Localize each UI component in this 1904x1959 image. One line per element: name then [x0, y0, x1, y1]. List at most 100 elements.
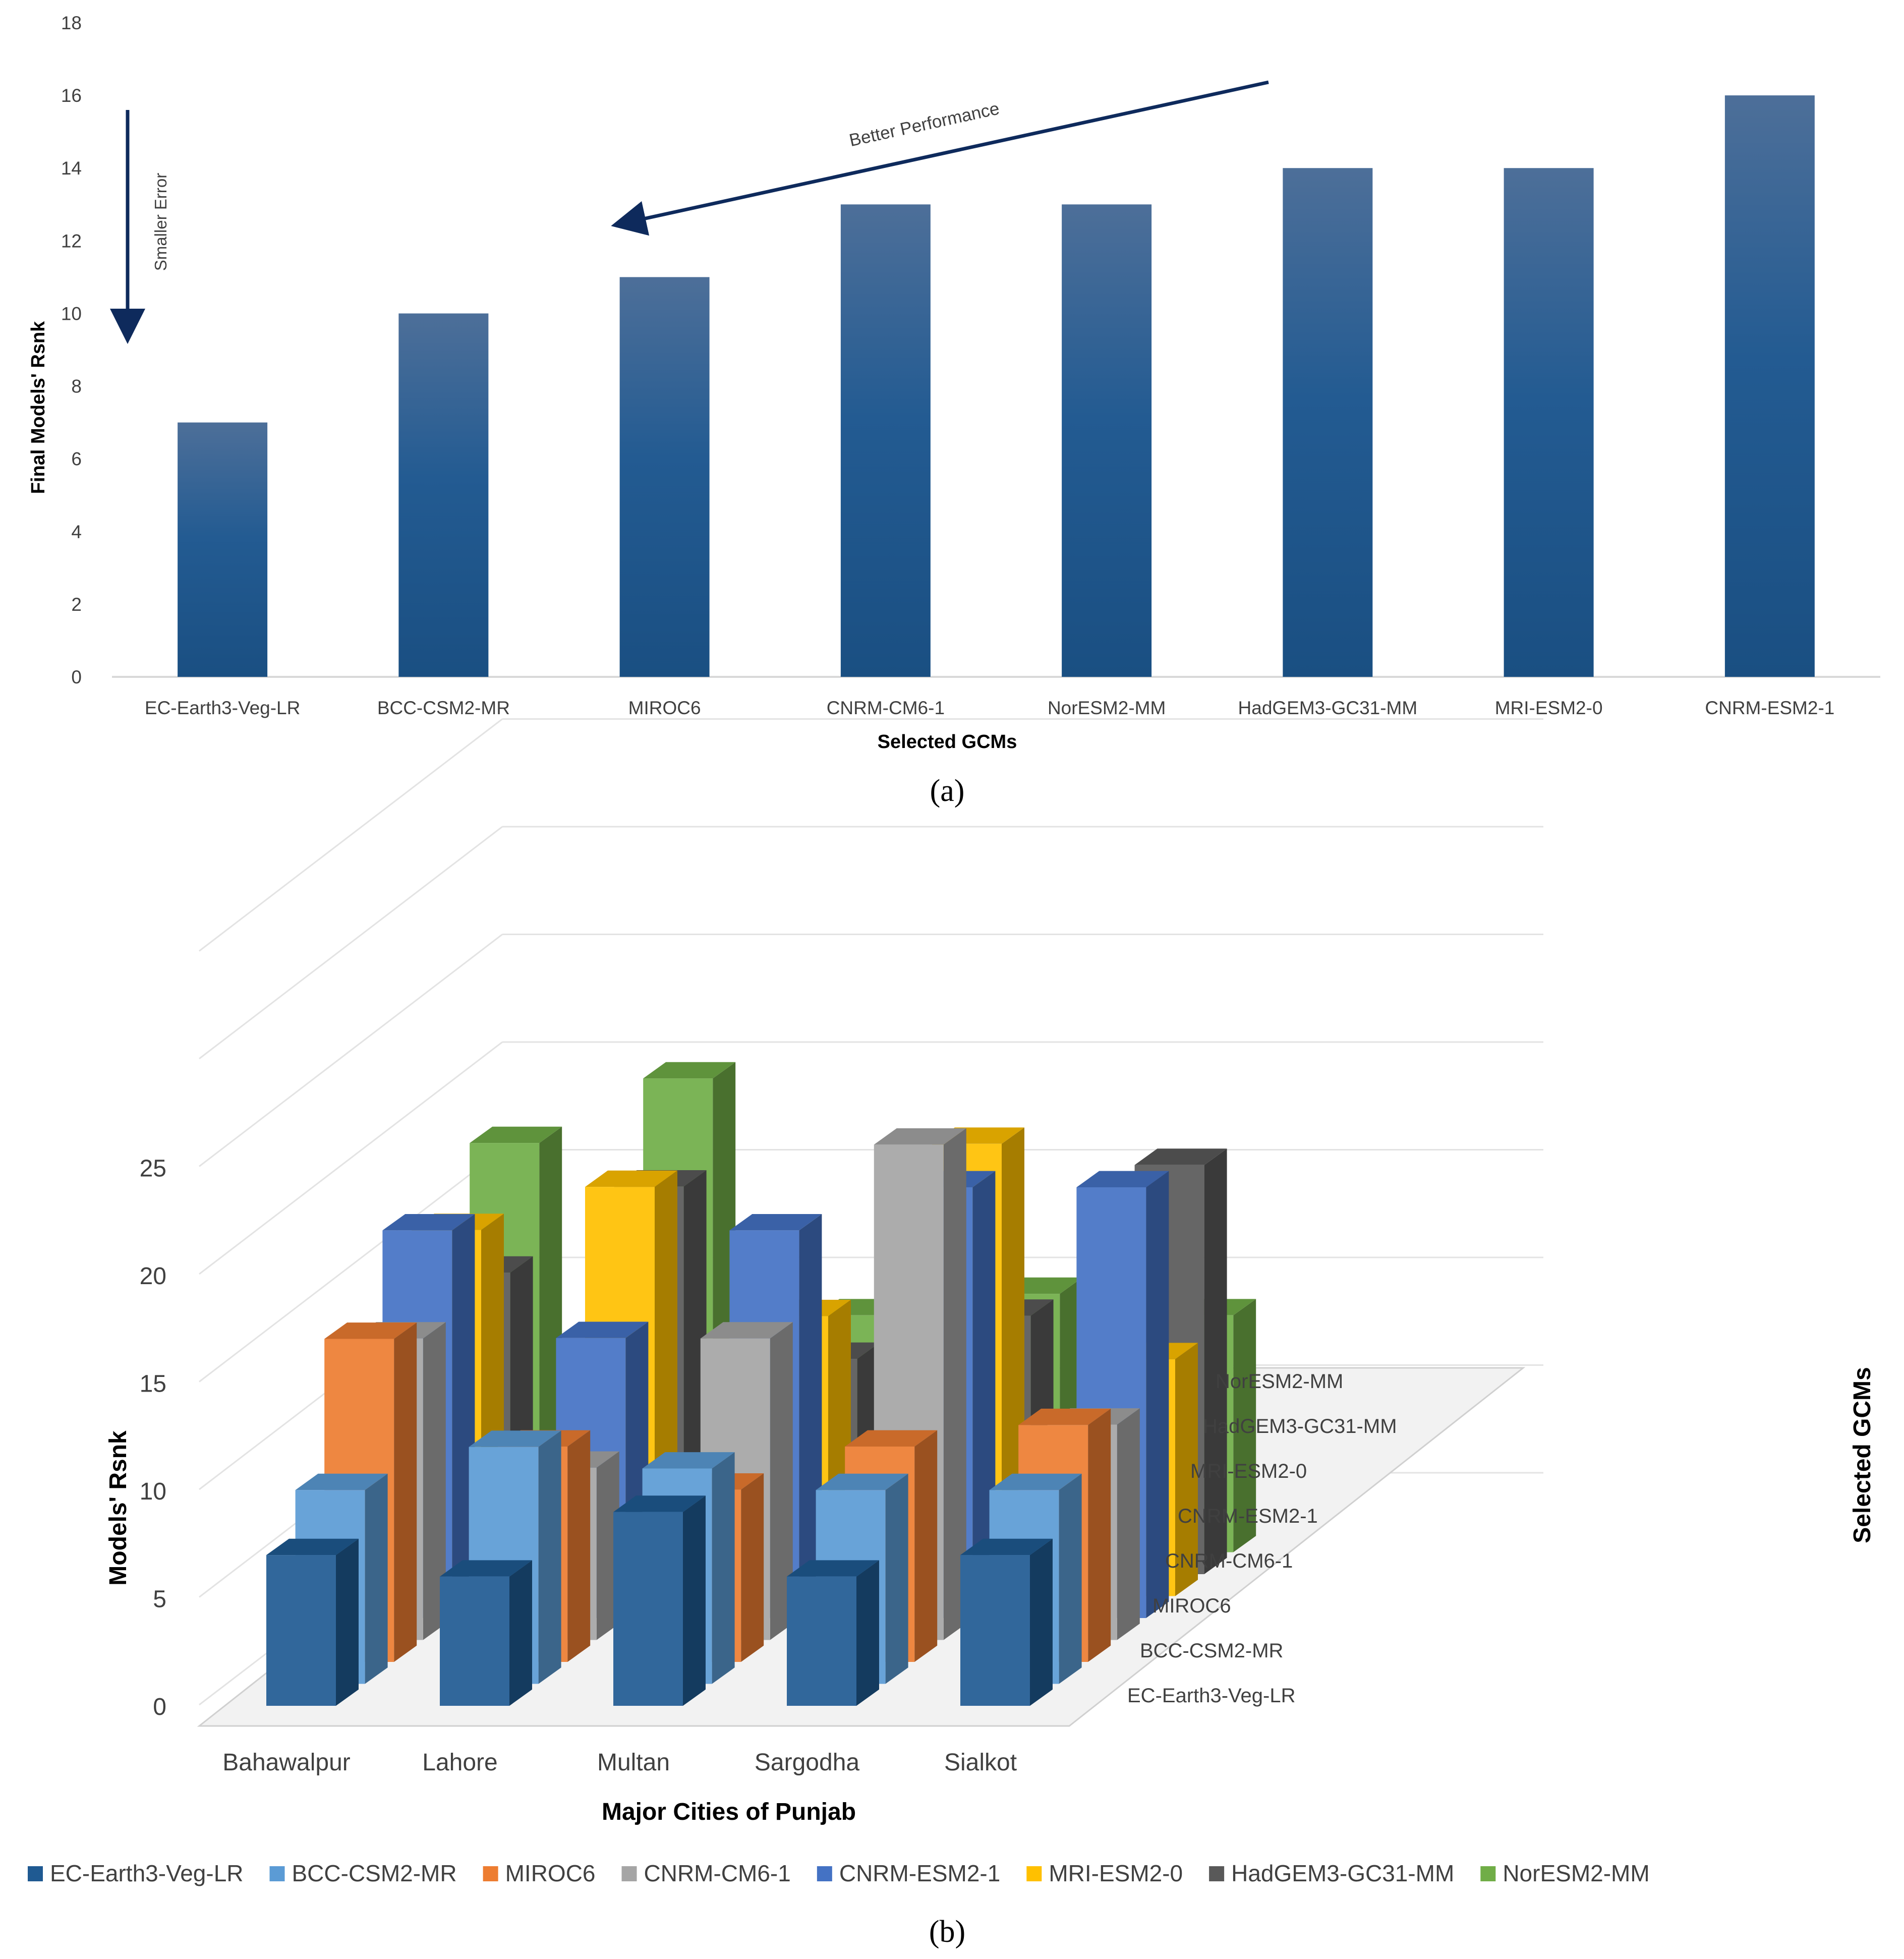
bar-side: [1204, 1148, 1227, 1574]
y-tick-label: 0: [71, 667, 82, 687]
gridline-diagonal: [199, 934, 503, 1167]
x-tick-label: EC-Earth3-Veg-LR: [145, 698, 300, 718]
x-axis-title-a: Selected GCMs: [878, 731, 1017, 753]
bar-top: [642, 1452, 735, 1469]
bar3d-EC-Earth3-Veg-LR-Sialkot: [960, 1538, 1053, 1706]
bar-side: [943, 1128, 966, 1640]
bar-side: [538, 1430, 561, 1684]
bar-front: [613, 1512, 683, 1706]
series-depth-label: MRI-ESM2-0: [1190, 1460, 1307, 1482]
y-tick-label: 25: [140, 1156, 166, 1182]
bar3d-EC-Earth3-Veg-LR-Bahawalpur: [266, 1538, 359, 1706]
bar-side: [914, 1430, 938, 1662]
series-depth-label: HadGEM3-GC31-MM: [1203, 1415, 1397, 1437]
panel-label-b: (b): [929, 1915, 965, 1949]
bar-top: [1134, 1148, 1227, 1165]
bar-top: [440, 1560, 532, 1577]
city-label: Multan: [597, 1749, 670, 1776]
bar3d-CNRM-ESM2-1-Sialkot: [1076, 1171, 1169, 1618]
bar: [840, 204, 931, 677]
bar-side: [1233, 1299, 1256, 1552]
x-tick-label: HadGEM3-GC31-MM: [1238, 698, 1418, 718]
legend-item: CNRM-ESM2-1: [817, 1860, 1000, 1886]
legend-item: EC-Earth3-Veg-LR: [28, 1860, 244, 1886]
legend-label: MRI-ESM2-0: [1049, 1860, 1183, 1886]
bar-side: [1117, 1408, 1140, 1640]
series-depth-label: MIROC6: [1152, 1595, 1231, 1617]
legend-swatch: [1209, 1866, 1225, 1881]
bar-top: [960, 1538, 1053, 1555]
legend-swatch: [483, 1866, 498, 1881]
legend-item: NorESM2-MM: [1480, 1860, 1650, 1886]
bar3d-EC-Earth3-Veg-LR-Lahore: [440, 1560, 532, 1706]
chart-a: 0 2 4 6 8 10 12 14 16 18 EC-Earth3-Veg-LR BCC-CSM2…: [28, 13, 1880, 808]
gridline-diagonal: [199, 718, 503, 952]
bar: [619, 277, 710, 677]
depth-axis-labels-b: EC-Earth3-Veg-LR BCC-CSM2-MR MIROC6 CNRM-CM…: [1127, 1370, 1397, 1707]
bar-top: [816, 1473, 908, 1490]
legend-label: MIROC6: [505, 1860, 596, 1886]
bar-top: [1018, 1408, 1111, 1425]
legend-swatch: [1026, 1866, 1042, 1881]
bar-side: [683, 1495, 706, 1706]
bar-side: [885, 1473, 908, 1684]
bar-top: [382, 1214, 475, 1231]
bar-front: [266, 1555, 336, 1706]
legend-swatch: [817, 1866, 832, 1881]
bar-side: [1175, 1343, 1198, 1596]
legend-label: HadGEM3-GC31-MM: [1231, 1860, 1454, 1886]
bar-side: [1088, 1408, 1111, 1662]
bar-top: [1076, 1171, 1169, 1187]
bar-top: [470, 1126, 562, 1143]
bar-front: [787, 1576, 856, 1706]
bar-top: [324, 1322, 417, 1339]
y-tick-label: 20: [140, 1263, 166, 1290]
y-tick-label: 12: [61, 231, 82, 251]
bar-side: [394, 1322, 417, 1662]
y-tick-label: 5: [153, 1586, 166, 1613]
legend-item: CNRM-CM6-1: [621, 1860, 791, 1886]
bar: [1062, 204, 1152, 677]
y-tick-label: 18: [61, 13, 82, 33]
y-tick-label: 0: [153, 1694, 166, 1720]
city-label: Sialkot: [944, 1749, 1017, 1776]
y-tick-label: 4: [71, 522, 82, 542]
bar-side: [741, 1473, 764, 1662]
bar: [1283, 168, 1373, 677]
smaller-error-label: Smaller Error: [151, 173, 170, 271]
bar: [1504, 168, 1594, 677]
x-tick-label: NorESM2-MM: [1048, 698, 1166, 718]
better-performance-label: Better Performance: [847, 98, 1001, 150]
bar-side: [712, 1452, 735, 1684]
y-tick-label: 6: [71, 449, 82, 470]
bar-front: [440, 1576, 509, 1706]
bar-side: [365, 1473, 388, 1684]
bar-side: [856, 1560, 879, 1706]
y-axis-title-a: Final Models' Rsnk: [28, 321, 49, 494]
legend-item: MRI-ESM2-0: [1026, 1860, 1183, 1886]
legend-label: NorESM2-MM: [1503, 1860, 1649, 1886]
bar-top: [556, 1321, 649, 1338]
bar-top: [874, 1128, 966, 1145]
chart-b: 0 5 10 15 20 25 Bahawalpur Lahore Multan Sargodh…: [28, 718, 1876, 1949]
y-tick-label: 8: [71, 376, 82, 397]
legend-label: EC-Earth3-Veg-LR: [50, 1860, 244, 1886]
bar-side: [1030, 1538, 1053, 1706]
x-tick-label: CNRM-ESM2-1: [1705, 698, 1834, 718]
x-axis-labels-a: EC-Earth3-Veg-LR BCC-CSM2-MR MIROC6 CNRM-CM…: [145, 698, 1834, 718]
bar-top: [643, 1062, 736, 1079]
y-tick-label: 14: [61, 158, 82, 179]
bar-top: [469, 1430, 561, 1447]
bar: [178, 422, 268, 677]
legend-item: HadGEM3-GC31-MM: [1209, 1860, 1454, 1886]
y-axis-ticks-b: 0 5 10 15 20 25: [140, 1156, 166, 1721]
bar-front: [960, 1555, 1030, 1706]
x-axis-labels-b: Bahawalpur Lahore Multan Sargodha Sialkot: [222, 1749, 1017, 1776]
bar-top: [700, 1322, 793, 1339]
x-tick-label: CNRM-CM6-1: [827, 698, 945, 718]
series-depth-label: CNRM-CM6-1: [1165, 1550, 1293, 1572]
bar-side: [1146, 1171, 1169, 1618]
x-tick-label: BCC-CSM2-MR: [377, 698, 510, 718]
bar-top: [295, 1473, 388, 1490]
